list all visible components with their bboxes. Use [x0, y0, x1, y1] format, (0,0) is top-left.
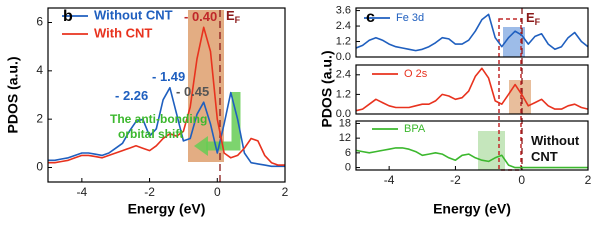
x-tick-label: 2 [282, 185, 289, 199]
plot-frame [355, 7, 589, 58]
shift-arrow-head [194, 136, 208, 156]
annotation: - 2.26 [115, 88, 148, 103]
annotation-text: - 1.49 [152, 69, 185, 84]
annotation: CNT [531, 149, 558, 164]
y-tick-label: 4 [36, 63, 43, 77]
highlight-band [509, 80, 531, 114]
annotation-text: - 2.26 [115, 88, 148, 103]
data-line [355, 147, 588, 169]
annotation-text: E [526, 10, 535, 25]
annotation: orbital shift [118, 127, 183, 141]
annotation-text: CNT [531, 149, 558, 164]
annotation-subscript: F [235, 15, 241, 25]
x-tick-label: -4 [77, 185, 88, 199]
x-axis-title: Energy (eV) [433, 201, 511, 217]
x-axis-title: Energy (eV) [128, 201, 206, 217]
y-tick-label: 2.4 [336, 69, 351, 81]
data-line [355, 13, 589, 52]
annotation: EF [526, 10, 541, 27]
x-tick-label: 2 [585, 173, 592, 187]
x-tick-label: 0 [214, 185, 221, 199]
y-axis-title: PDOS (a.u.) [5, 56, 21, 133]
plot-frame [47, 7, 286, 183]
annotation: - 0.40 [184, 9, 217, 24]
annotation: - 1.49 [152, 69, 185, 84]
y-tick-label: 0.0 [336, 108, 351, 120]
y-tick-label: 3.6 [336, 4, 351, 16]
y-tick-label: 18 [339, 117, 351, 129]
data-line [48, 26, 285, 166]
y-tick-label: 1.2 [336, 88, 351, 100]
annotation-text: orbital shift [118, 127, 183, 141]
annotation: EF [226, 8, 241, 25]
panel-label: b [63, 8, 73, 25]
annotation-text: Without [531, 133, 580, 148]
y-tick-label: 6 [345, 147, 351, 159]
legend-label: With CNT [94, 25, 152, 40]
annotation-text: E [226, 8, 235, 23]
y-tick-label: 2.4 [336, 20, 351, 32]
annotation-subscript: F [535, 17, 541, 27]
plot-frame [355, 64, 589, 115]
annotation-text: - 0.40 [184, 9, 217, 24]
y-tick-label: 0 [36, 160, 43, 174]
annotation: - 0.45 [176, 84, 209, 99]
y-tick-label: 0.0 [336, 51, 351, 63]
annotation: Without [531, 133, 580, 148]
annotation-text: The anti-bonding [110, 112, 207, 126]
y-tick-label: 0 [345, 161, 351, 173]
y-axis-title: PDOS (a.u.) [319, 50, 335, 127]
x-tick-label: 0 [518, 173, 525, 187]
legend-label: O 2s [404, 68, 428, 80]
y-tick-label: 1.2 [336, 35, 351, 47]
x-tick-label: -2 [144, 185, 155, 199]
legend-label: Without CNT [94, 7, 173, 22]
legend-label: BPA [404, 123, 426, 135]
y-tick-label: 6 [36, 15, 43, 29]
annotation: The anti-bonding [110, 112, 207, 126]
x-tick-label: -4 [384, 173, 395, 187]
plot-frame [355, 120, 589, 171]
legend-label: Fe 3d [396, 12, 424, 24]
annotation-text: - 0.45 [176, 84, 209, 99]
data-line [48, 86, 285, 168]
x-tick-label: -2 [450, 173, 461, 187]
y-tick-label: 2 [36, 111, 43, 125]
highlight-band [478, 131, 505, 170]
y-tick-label: 12 [339, 132, 351, 144]
panel-label: c [366, 9, 375, 26]
data-line [355, 67, 589, 112]
